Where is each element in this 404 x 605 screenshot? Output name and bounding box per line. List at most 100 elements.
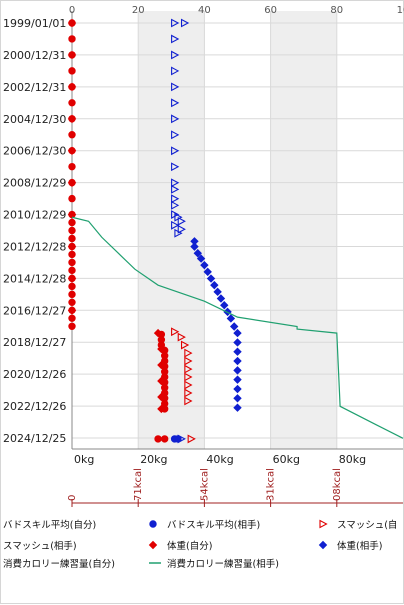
- data-point-series-4: [67, 274, 77, 283]
- x-top-tick-label: 40: [198, 5, 211, 16]
- data-point-series-4: [67, 210, 77, 219]
- legend-label: スマッシュ(相手): [3, 540, 77, 552]
- x-kg-tick-label: 60kg: [273, 453, 300, 466]
- legend-label: 体重(相手): [337, 540, 382, 552]
- x-kg-tick-label: 20kg: [140, 453, 167, 466]
- shaded-band-0: [138, 11, 205, 449]
- data-point-series-5: [233, 394, 242, 403]
- data-point-series-3: [171, 82, 180, 92]
- legend-label: バドスキル平均(相手): [167, 519, 260, 531]
- data-point-series-0: [68, 266, 76, 275]
- y-tick-label: 1999/01/01: [3, 17, 66, 30]
- data-point-series-4: [67, 82, 77, 92]
- data-point-series-3: [177, 224, 186, 234]
- data-point-series-2: [184, 372, 193, 382]
- kcal-tick-label: 54kcal: [199, 468, 210, 501]
- data-point-series-2: [184, 364, 193, 374]
- data-point-series-2: [184, 380, 193, 390]
- data-point-series-0: [68, 99, 76, 107]
- data-point-series-5: [190, 242, 199, 251]
- data-point-series-0: [68, 314, 76, 322]
- data-point-series-0: [68, 298, 76, 307]
- data-point-series-2: [184, 388, 193, 398]
- data-point-series-5: [233, 338, 242, 347]
- data-point-series-3: [171, 200, 180, 210]
- data-point-series-4: [153, 328, 163, 338]
- legend-label: 消費カロリー練習量(自分): [3, 558, 115, 570]
- data-point-series-0: [68, 218, 76, 227]
- data-point-series-5: [220, 300, 229, 310]
- data-point-series-0: [68, 282, 76, 291]
- data-point-series-4: [157, 404, 166, 414]
- data-point-series-4: [157, 344, 166, 354]
- y-tick-label: 2024/12/25: [3, 432, 66, 445]
- y-tick-label: 2012/12/28: [3, 240, 66, 253]
- data-point-series-3: [177, 434, 186, 444]
- data-point-series-5: [196, 254, 206, 263]
- y-tick-label: 2008/12/29: [3, 177, 66, 190]
- y-tick-label: 2000/12/31: [3, 49, 66, 62]
- legend-marker: [149, 520, 157, 528]
- data-point-series-0: [68, 131, 76, 139]
- data-point-series-4: [67, 178, 77, 187]
- data-point-series-3: [171, 130, 180, 140]
- data-point-series-2: [187, 434, 196, 444]
- legend-label: スマッシュ(自: [337, 519, 397, 531]
- data-point-series-0: [68, 322, 76, 330]
- legend-label: 消費カロリー練習量(相手): [167, 558, 279, 570]
- kcal-tick-label: 08kcal: [332, 468, 343, 501]
- data-point-series-4: [157, 360, 166, 370]
- y-tick-label: 2022/12/26: [3, 400, 66, 413]
- data-point-series-4: [67, 306, 77, 315]
- data-point-series-4: [67, 114, 77, 124]
- data-point-series-5: [233, 384, 242, 394]
- legend-marker: [319, 519, 328, 529]
- kcal-tick-label: 71kcal: [133, 468, 144, 501]
- data-point-series-5: [193, 249, 202, 258]
- data-point-series-0: [68, 290, 76, 299]
- kcal-tick-label: 31kcal: [266, 468, 277, 501]
- data-point-series-3: [171, 18, 180, 28]
- data-point-series-3: [171, 50, 180, 60]
- legend-marker: [318, 540, 328, 550]
- data-point-series-5: [206, 274, 216, 283]
- data-point-series-5: [233, 328, 242, 338]
- data-point-series-3: [180, 18, 190, 28]
- legend-label: バドスキル平均(自分): [3, 519, 96, 531]
- data-point-series-3: [171, 146, 180, 156]
- y-tick-label: 2002/12/31: [3, 81, 66, 94]
- data-point-series-0: [68, 194, 76, 203]
- data-point-series-2: [177, 332, 186, 342]
- y-tick-label: 2016/12/27: [3, 304, 66, 317]
- data-point-series-2: [184, 396, 193, 406]
- x-top-tick-label: 80: [330, 5, 343, 16]
- data-point-series-2: [184, 348, 193, 358]
- y-tick-label: 2006/12/30: [3, 145, 66, 158]
- data-point-series-3: [177, 216, 186, 226]
- data-point-series-3: [171, 184, 180, 194]
- data-point-series-3: [171, 178, 180, 188]
- data-point-series-3: [174, 228, 183, 238]
- y-tick-label: 2014/12/28: [3, 272, 66, 285]
- legend-label: 体重(自分): [167, 540, 212, 552]
- data-point-series-5: [203, 267, 212, 277]
- data-point-series-0: [68, 250, 76, 259]
- data-point-series-3: [171, 98, 180, 108]
- data-point-series-5: [233, 403, 242, 412]
- data-point-series-3: [171, 114, 180, 124]
- y-tick-label: 2004/12/30: [3, 113, 66, 126]
- x-kg-tick-label: 40kg: [206, 453, 233, 466]
- x-top-tick-label: 10: [397, 5, 404, 16]
- data-point-series-5: [233, 375, 242, 384]
- data-point-series-4: [67, 50, 77, 60]
- kcal-tick-label: 0: [67, 495, 78, 501]
- data-point-series-5: [233, 356, 242, 366]
- x-top-tick-label: 60: [264, 5, 277, 16]
- data-point-series-5: [216, 294, 226, 303]
- shaded-band-1: [270, 11, 337, 449]
- data-point-series-3: [171, 66, 180, 76]
- data-point-series-0: [68, 67, 76, 75]
- x-top-tick-label: 0: [69, 5, 75, 16]
